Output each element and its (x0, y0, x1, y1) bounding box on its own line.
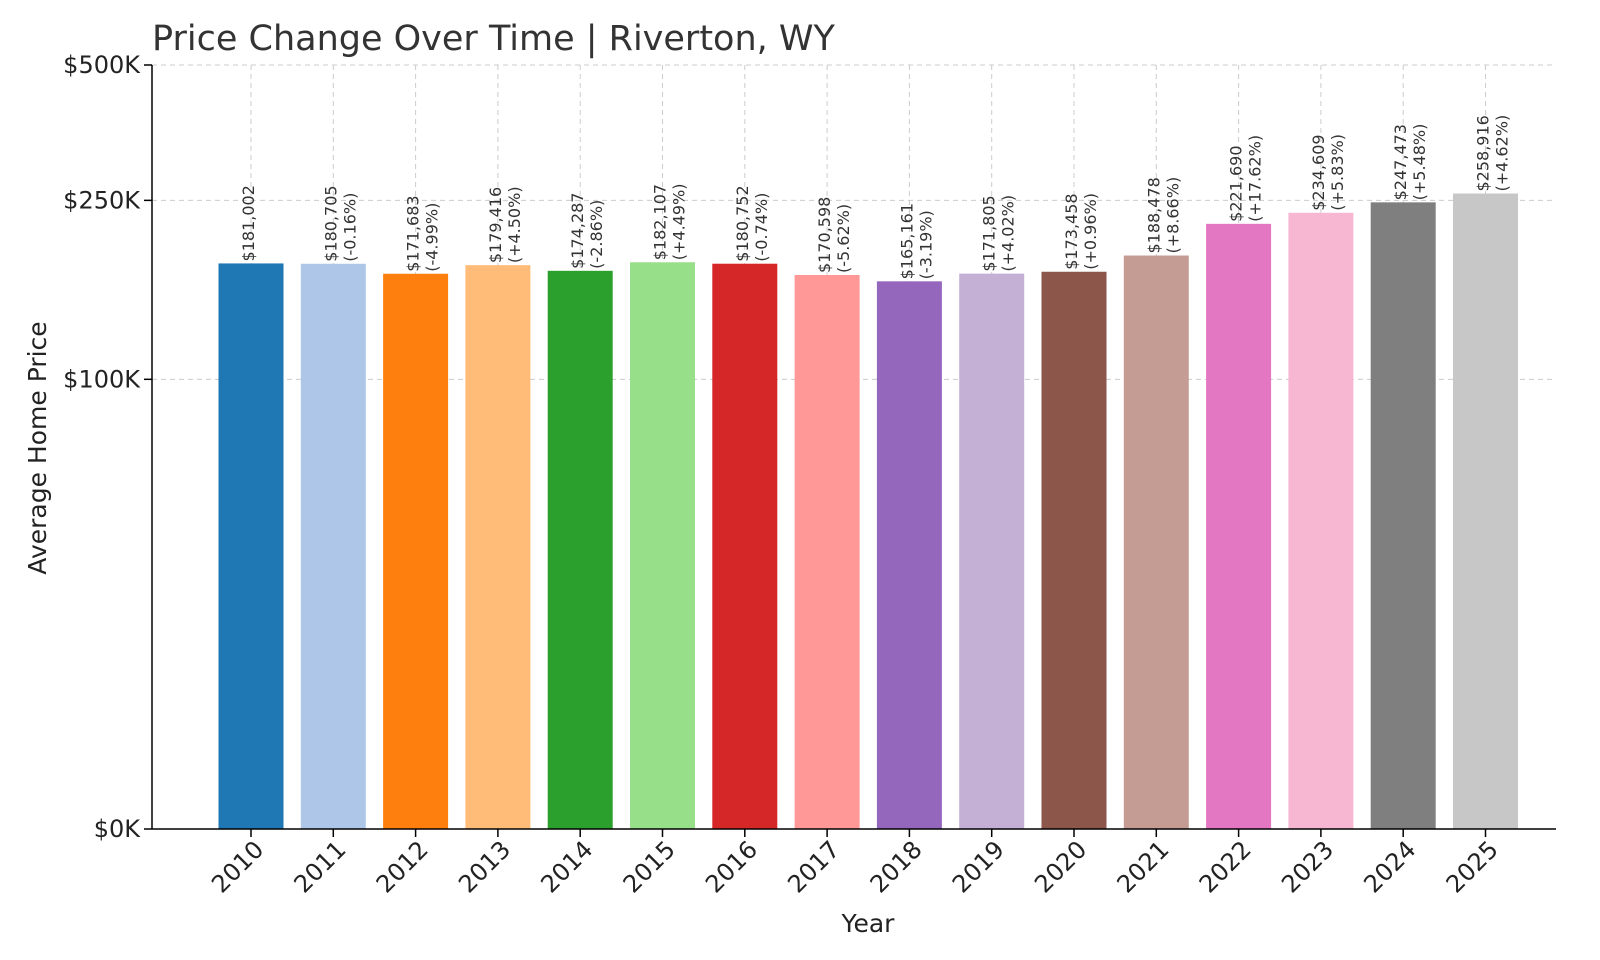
data-labels: $181,002 $180,705 (-0.16%) $171,683 (-4.99%)… (239, 115, 1512, 280)
value-label: $188,478 (1144, 177, 1163, 253)
x-tick-label: 2014 (535, 835, 598, 898)
x-tick-label: 2017 (782, 835, 845, 898)
x-axis-title: Year (841, 909, 896, 938)
bar-2019 (959, 273, 1025, 829)
change-label: (+0.96%) (1081, 193, 1100, 270)
value-label: $179,416 (486, 187, 505, 263)
x-tick-label: 2013 (453, 835, 516, 898)
bar-2013 (465, 265, 531, 829)
x-tick-label: 2020 (1029, 835, 1092, 898)
value-label: $258,916 (1474, 115, 1493, 191)
change-label: (+4.02%) (999, 195, 1018, 272)
value-label: $221,690 (1227, 145, 1246, 221)
change-label: (-4.99%) (423, 203, 442, 272)
bar-2011 (300, 263, 366, 829)
y-tick-label: $0K (94, 815, 142, 843)
x-tick-label: 2016 (700, 835, 763, 898)
value-label: $171,683 (404, 195, 423, 271)
change-label: (+8.66%) (1163, 177, 1182, 254)
change-label: (+5.48%) (1410, 124, 1429, 201)
x-tick-label: 2022 (1194, 835, 1257, 898)
value-label: $174,287 (568, 192, 587, 268)
bar-2014 (547, 270, 613, 829)
bar-2010 (218, 263, 284, 829)
bar-2021 (1123, 255, 1189, 829)
bar-2012 (383, 273, 449, 829)
change-label: (-2.86%) (587, 200, 606, 269)
x-tick-label: 2018 (865, 835, 928, 898)
value-label: $173,458 (1062, 193, 1081, 269)
value-label: $181,002 (239, 185, 258, 261)
change-label: (-0.74%) (752, 193, 771, 262)
x-tick-label: 2011 (289, 835, 352, 898)
change-label: (-3.19%) (916, 210, 935, 279)
x-tick-label: 2021 (1112, 835, 1175, 898)
bar-2025 (1453, 193, 1518, 829)
change-label: (+4.50%) (505, 186, 524, 263)
x-tick-label: 2015 (618, 835, 681, 898)
change-label: (+4.62%) (1493, 115, 1512, 192)
value-label: $247,473 (1391, 124, 1410, 200)
x-tick-label: 2019 (947, 835, 1010, 898)
bar-2017 (794, 275, 860, 830)
bars (218, 193, 1518, 830)
x-tick-label: 2023 (1276, 835, 1339, 898)
value-label: $234,609 (1309, 134, 1328, 210)
y-tick-label: $100K (63, 365, 141, 393)
bar-2023 (1288, 212, 1354, 829)
change-label: (+4.49%) (670, 184, 689, 261)
value-label: $180,705 (321, 185, 340, 261)
x-tick-label: 2010 (206, 835, 269, 898)
change-label: (+17.62%) (1246, 135, 1265, 222)
value-label: $165,161 (897, 203, 916, 279)
change-label: (-0.16%) (340, 193, 359, 262)
bar-2022 (1206, 223, 1272, 829)
chart-title: Price Change Over Time | Riverton, WY (152, 19, 835, 59)
x-tick-label: 2025 (1441, 835, 1504, 898)
value-label: $170,598 (815, 197, 834, 273)
bar-2018 (876, 281, 942, 830)
change-label: (+5.83%) (1328, 134, 1347, 211)
change-label: (-5.62%) (834, 204, 853, 273)
y-tick-label: $500K (63, 51, 141, 79)
bar-2016 (712, 263, 778, 829)
value-label: $182,107 (651, 184, 670, 260)
bar-2020 (1041, 271, 1107, 829)
x-tick-label: 2012 (371, 835, 434, 898)
value-label: $171,805 (980, 195, 999, 271)
y-axis-title: Average Home Price (23, 321, 52, 574)
value-label: $180,752 (733, 185, 752, 261)
bar-2024 (1370, 202, 1436, 829)
x-tick-label: 2024 (1358, 835, 1421, 898)
bar-2015 (630, 262, 695, 830)
y-tick-label: $250K (63, 186, 141, 214)
